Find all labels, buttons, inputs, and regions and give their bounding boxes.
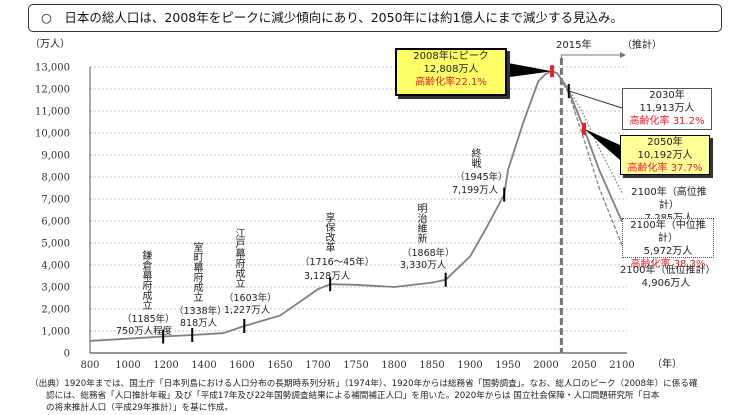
series-line-実績 (89, 70, 553, 342)
callout-2030-aging-rate: 高齢化率 31.2% (629, 116, 705, 127)
y-tick-label: 4,000 (41, 261, 70, 272)
x-tick-label: 2100 (609, 360, 634, 371)
projection-arrow-head (620, 52, 626, 58)
x-tick-label: 1200 (153, 360, 178, 371)
peak-value: 12,808万人 (423, 64, 479, 75)
event-name-kamakura: 鎌倉幕府成立 (140, 250, 151, 310)
x-tick-label: 1700 (305, 360, 330, 371)
y-tick-label: 6,000 (41, 217, 70, 228)
event-name-war-end: 終戦 (469, 148, 480, 168)
callout-2100-mid-aging-rate: 高齢化率 38.3% (630, 259, 706, 270)
y-tick-label: 0 (64, 349, 70, 360)
x-tick-label: 1900 (457, 360, 482, 371)
event-year-edo: （1603年） (224, 293, 277, 304)
x-axis-label: （年） (652, 359, 682, 370)
y-tick-label: 7,000 (41, 195, 70, 206)
peak-callout: 2008年にピーク 12,808万人 高齢化率22.1% (395, 48, 507, 96)
event-year-meiji: （1868年） (402, 248, 455, 259)
callout-2100-high-label: 2100年（高位推計） (631, 187, 707, 211)
event-name-muromachi: 室町幕府成立 (191, 242, 202, 302)
y-tick-label: 13,000 (35, 63, 70, 74)
callout-2050-aging-rate: 高齢化率 37.7% (627, 163, 703, 174)
callout-2100-low-value: 4,906万人 (641, 278, 691, 289)
marker-2050 (582, 122, 586, 135)
event-value-war-end: 7,199万人 (452, 185, 499, 196)
leader-2030 (568, 90, 623, 109)
projection-arrow (560, 54, 620, 62)
series-line-低位推計 (551, 70, 623, 246)
y-tick-label: 5,000 (41, 239, 70, 250)
y-tick-label: 12,000 (35, 85, 70, 96)
footnote-line-1: （出典）1920年までは、国土庁「日本列島における人口分布の長期時系列分析」（1… (30, 379, 698, 389)
x-tick-label: 1850 (419, 360, 444, 371)
leader-2050 (584, 128, 620, 160)
x-tick-label: 2050 (571, 360, 596, 371)
y-tick-label: 2,000 (41, 305, 70, 316)
event-name-edo: 江戸幕府成立 (233, 228, 244, 288)
y-tick-label: 10,000 (35, 129, 70, 140)
callout-2030-year: 2030年 (649, 90, 685, 101)
footnote-line-2: 認には、総務省「人口推計年報」及び「平成17年及び22年国勢調査結果による補間補… (46, 391, 660, 401)
callout-2100-low-label: 2100年（低位推計） (620, 265, 716, 276)
peak-title: 2008年にピーク (413, 51, 489, 62)
y-tick-label: 3,000 (41, 283, 70, 294)
y-tick-label: 1,000 (41, 327, 70, 338)
headline-box: ○ 日本の総人口は、2008年をピークに減少傾向にあり、2050年には約1億人に… (28, 4, 722, 32)
event-year-kamakura: （1185年） (122, 314, 175, 325)
event-year-war-end: （1945年） (455, 172, 508, 183)
event-value-edo: 1,227万人 (224, 305, 271, 316)
x-tick-label: 1000 (115, 360, 140, 371)
event-value-meiji: 3,330万人 (400, 260, 447, 271)
peak-aging-rate: 高齢化率22.1% (415, 77, 487, 88)
event-year-muromachi: （1338年） (174, 306, 227, 317)
y-tick-label: 8,000 (41, 173, 70, 184)
callout-2100-mid-label: 2100年（中位推計） (630, 220, 706, 244)
footnote-line-3: の将来推計人口（平成29年推計）」を基に作成。 (46, 403, 234, 413)
projection-start-label: 2015年 (556, 40, 592, 51)
x-tick-label: 1400 (191, 360, 216, 371)
x-tick-label: 1750 (343, 360, 368, 371)
x-tick-label: 1950 (495, 360, 520, 371)
callout-2050: 2050年 10,192万人 高齢化率 37.7% (620, 135, 710, 175)
projection-arrow-label: （推計） (622, 40, 662, 51)
y-tick-label: 9,000 (41, 151, 70, 162)
x-tick-label: 1800 (381, 360, 406, 371)
callout-2050-year: 2050年 (647, 137, 683, 148)
callout-2050-value: 10,192万人 (637, 150, 693, 161)
event-year-kyoho: （1716～45年） (300, 257, 375, 268)
event-name-meiji: 明治維新 (415, 203, 426, 243)
x-tick-label: 1650 (267, 360, 292, 371)
callout-2100-low: 2100年（低位推計） 4,906万人 (620, 264, 716, 290)
x-tick-label: 2000 (533, 360, 558, 371)
peak-leader (503, 62, 553, 78)
callout-2100-mid: 2100年（中位推計） 5,972万人 高齢化率 38.3% (622, 218, 714, 270)
y-tick-label: 11,000 (35, 107, 70, 118)
event-name-kyoho: 享保改革 (323, 212, 334, 252)
event-value-kyoho: 3,128万人 (304, 271, 351, 282)
callout-2030: 2030年 11,913万人 高齢化率 31.2% (622, 88, 712, 130)
event-value-muromachi: 818万人 (180, 318, 218, 329)
event-value-kamakura: 750万人程度 (116, 326, 173, 337)
peak-marker (550, 65, 555, 78)
series-line-高位推計 (551, 70, 623, 194)
y-axis-label: （万人） (30, 39, 70, 50)
callout-2030-value: 11,913万人 (639, 103, 695, 114)
callout-2100-mid-value: 5,972万人 (643, 246, 693, 257)
x-tick-label: 1600 (229, 360, 254, 371)
x-tick-label: 800 (80, 360, 99, 371)
